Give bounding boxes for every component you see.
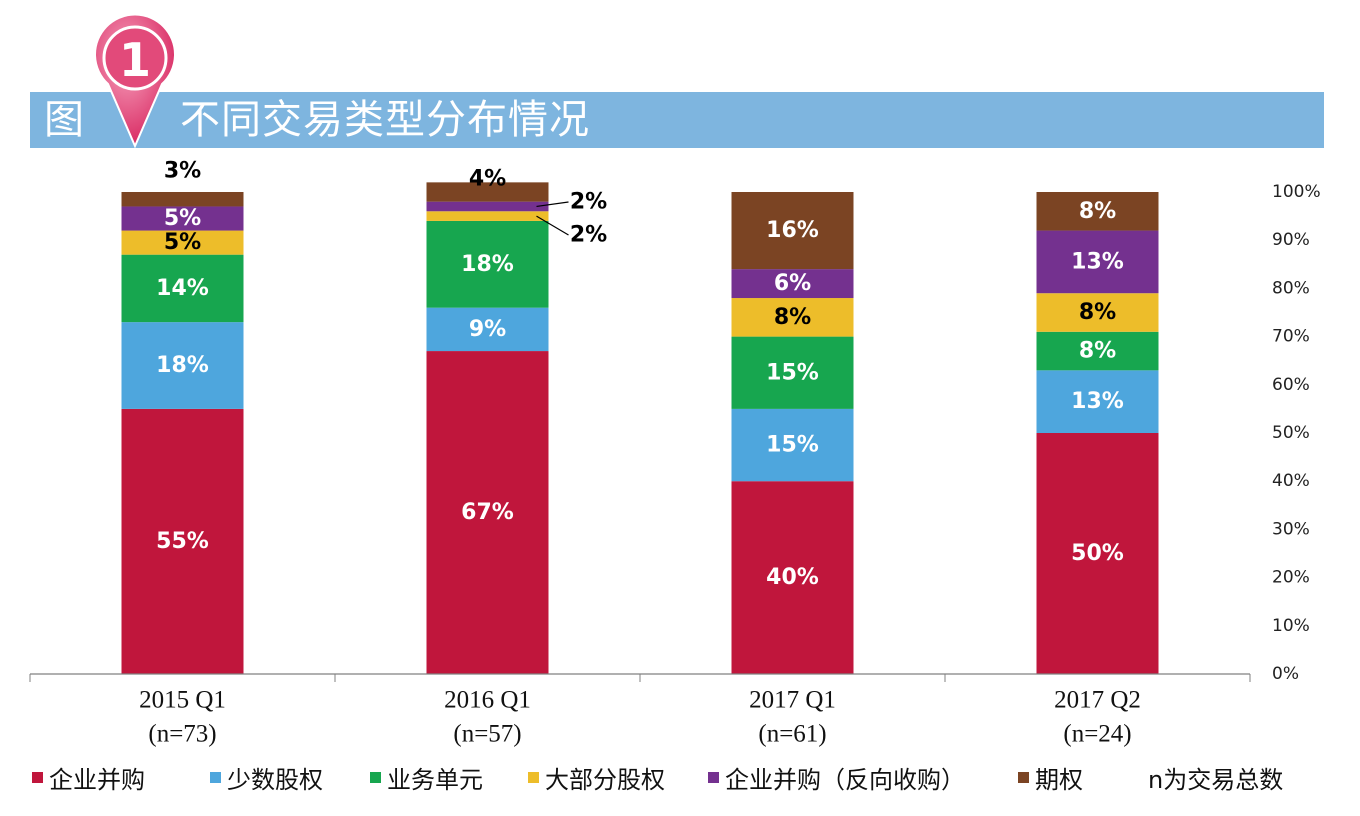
data-label: 67% — [461, 500, 514, 525]
x-count-label: (n=73) — [148, 721, 216, 748]
y-tick-label: 60% — [1272, 375, 1310, 395]
bar-segment — [1036, 433, 1159, 674]
x-count-label: (n=57) — [453, 721, 521, 748]
bar-segment — [121, 322, 244, 409]
legend-label: 业务单元 — [387, 766, 483, 794]
legend-swatch — [708, 772, 719, 783]
leader-line — [536, 215, 569, 236]
data-label: 40% — [766, 565, 819, 590]
y-tick-label: 90% — [1272, 230, 1310, 250]
y-tick-label: 30% — [1272, 519, 1310, 539]
data-label: 8% — [1079, 300, 1116, 325]
legend-label: 企业并购 — [49, 766, 145, 794]
x-count-label: (n=61) — [758, 721, 826, 748]
chart-title: 不同交易类型分布情况 — [180, 97, 590, 143]
data-label: 50% — [1071, 541, 1124, 566]
bar-segment — [731, 269, 854, 299]
data-label: 15% — [766, 360, 819, 385]
x-tick-label: 2017 Q1 — [749, 687, 836, 714]
y-tick-label: 80% — [1272, 278, 1310, 298]
data-label: 18% — [461, 252, 514, 277]
y-tick-label: 10% — [1272, 616, 1310, 636]
bar-segment — [731, 481, 854, 674]
x-count-label: (n=24) — [1063, 721, 1131, 748]
title-band: 图 不同交易类型分布情况 — [30, 92, 1324, 148]
data-label: 5% — [164, 206, 201, 231]
data-label: 9% — [469, 317, 506, 342]
legend-label: 少数股权 — [227, 766, 323, 794]
x-tick-label: 2017 Q2 — [1054, 687, 1141, 714]
data-label: 8% — [1079, 339, 1116, 364]
legend-swatch — [528, 772, 539, 783]
data-label: 15% — [766, 433, 819, 458]
data-label: 18% — [156, 353, 209, 378]
map-pin-icon: 1 — [92, 13, 184, 150]
legend-swatch — [210, 772, 221, 783]
data-label: 16% — [766, 218, 819, 243]
legend-item-business-unit: 业务单元 — [370, 760, 483, 795]
legend-label: 期权 — [1035, 766, 1083, 794]
legend-item-option: 期权 — [1018, 760, 1083, 795]
bar-segment — [121, 230, 244, 255]
y-tick-label: 70% — [1272, 327, 1310, 347]
data-label: 13% — [1071, 249, 1124, 274]
bar-segment — [1036, 370, 1159, 433]
bar-segment — [1036, 293, 1159, 332]
y-tick-label: 50% — [1272, 423, 1310, 443]
legend-item-majority: 大部分股权 — [528, 760, 665, 795]
bar-segment — [731, 408, 854, 482]
legend-swatch — [32, 772, 43, 783]
data-label: 8% — [774, 305, 811, 330]
bar-segment — [121, 254, 244, 323]
y-tick-label: 20% — [1272, 568, 1310, 588]
legend-swatch — [1018, 772, 1029, 783]
bar-segment — [426, 201, 549, 212]
data-label: 8% — [1079, 199, 1116, 224]
legend-item-minority: 少数股权 — [210, 760, 323, 795]
legend-item-ma: 企业并购 — [32, 760, 145, 795]
bar-segment — [731, 298, 854, 337]
legend: 企业并购 少数股权 业务单元 大部分股权 企业并购（反向收购） 期权 n为交易总… — [32, 756, 1332, 796]
legend-item-reverse: 企业并购（反向收购） — [708, 760, 965, 795]
bar-segment — [426, 211, 549, 221]
data-label: 6% — [774, 271, 811, 296]
bar-segment — [1036, 192, 1159, 231]
bar-segment — [426, 307, 549, 352]
bar-segment — [121, 206, 244, 231]
data-label: 3% — [164, 159, 201, 184]
bar-segment — [731, 192, 854, 270]
data-label: 13% — [1071, 389, 1124, 414]
x-tick-label: 2015 Q1 — [139, 687, 226, 714]
y-tick-label: 100% — [1272, 182, 1321, 202]
bar-segment — [426, 351, 549, 674]
legend-note: n为交易总数 — [1148, 766, 1284, 794]
bar-segment — [1036, 331, 1159, 371]
y-tick-label: 40% — [1272, 471, 1310, 491]
data-label: 2% — [570, 190, 607, 215]
legend-label: 大部分股权 — [545, 766, 665, 794]
legend-swatch — [370, 772, 381, 783]
data-label: 5% — [164, 230, 201, 255]
map-pin-shape — [94, 13, 176, 149]
data-label: 2% — [570, 223, 607, 248]
bar-segment — [1036, 230, 1159, 294]
badge-number: 1 — [118, 33, 151, 87]
data-label: 4% — [469, 167, 506, 192]
leader-line — [536, 201, 569, 208]
x-tick-label: 2016 Q1 — [444, 687, 531, 714]
bar-segment — [731, 336, 854, 409]
bar-segment — [121, 192, 244, 207]
title-prefix: 图 — [44, 97, 84, 143]
legend-label: 企业并购（反向收购） — [725, 766, 965, 794]
y-tick-label: 0% — [1272, 664, 1299, 684]
bar-segment — [121, 408, 244, 674]
data-label: 55% — [156, 529, 209, 554]
data-label: 14% — [156, 276, 209, 301]
bar-segment — [426, 220, 549, 308]
bar-segment — [426, 182, 549, 202]
